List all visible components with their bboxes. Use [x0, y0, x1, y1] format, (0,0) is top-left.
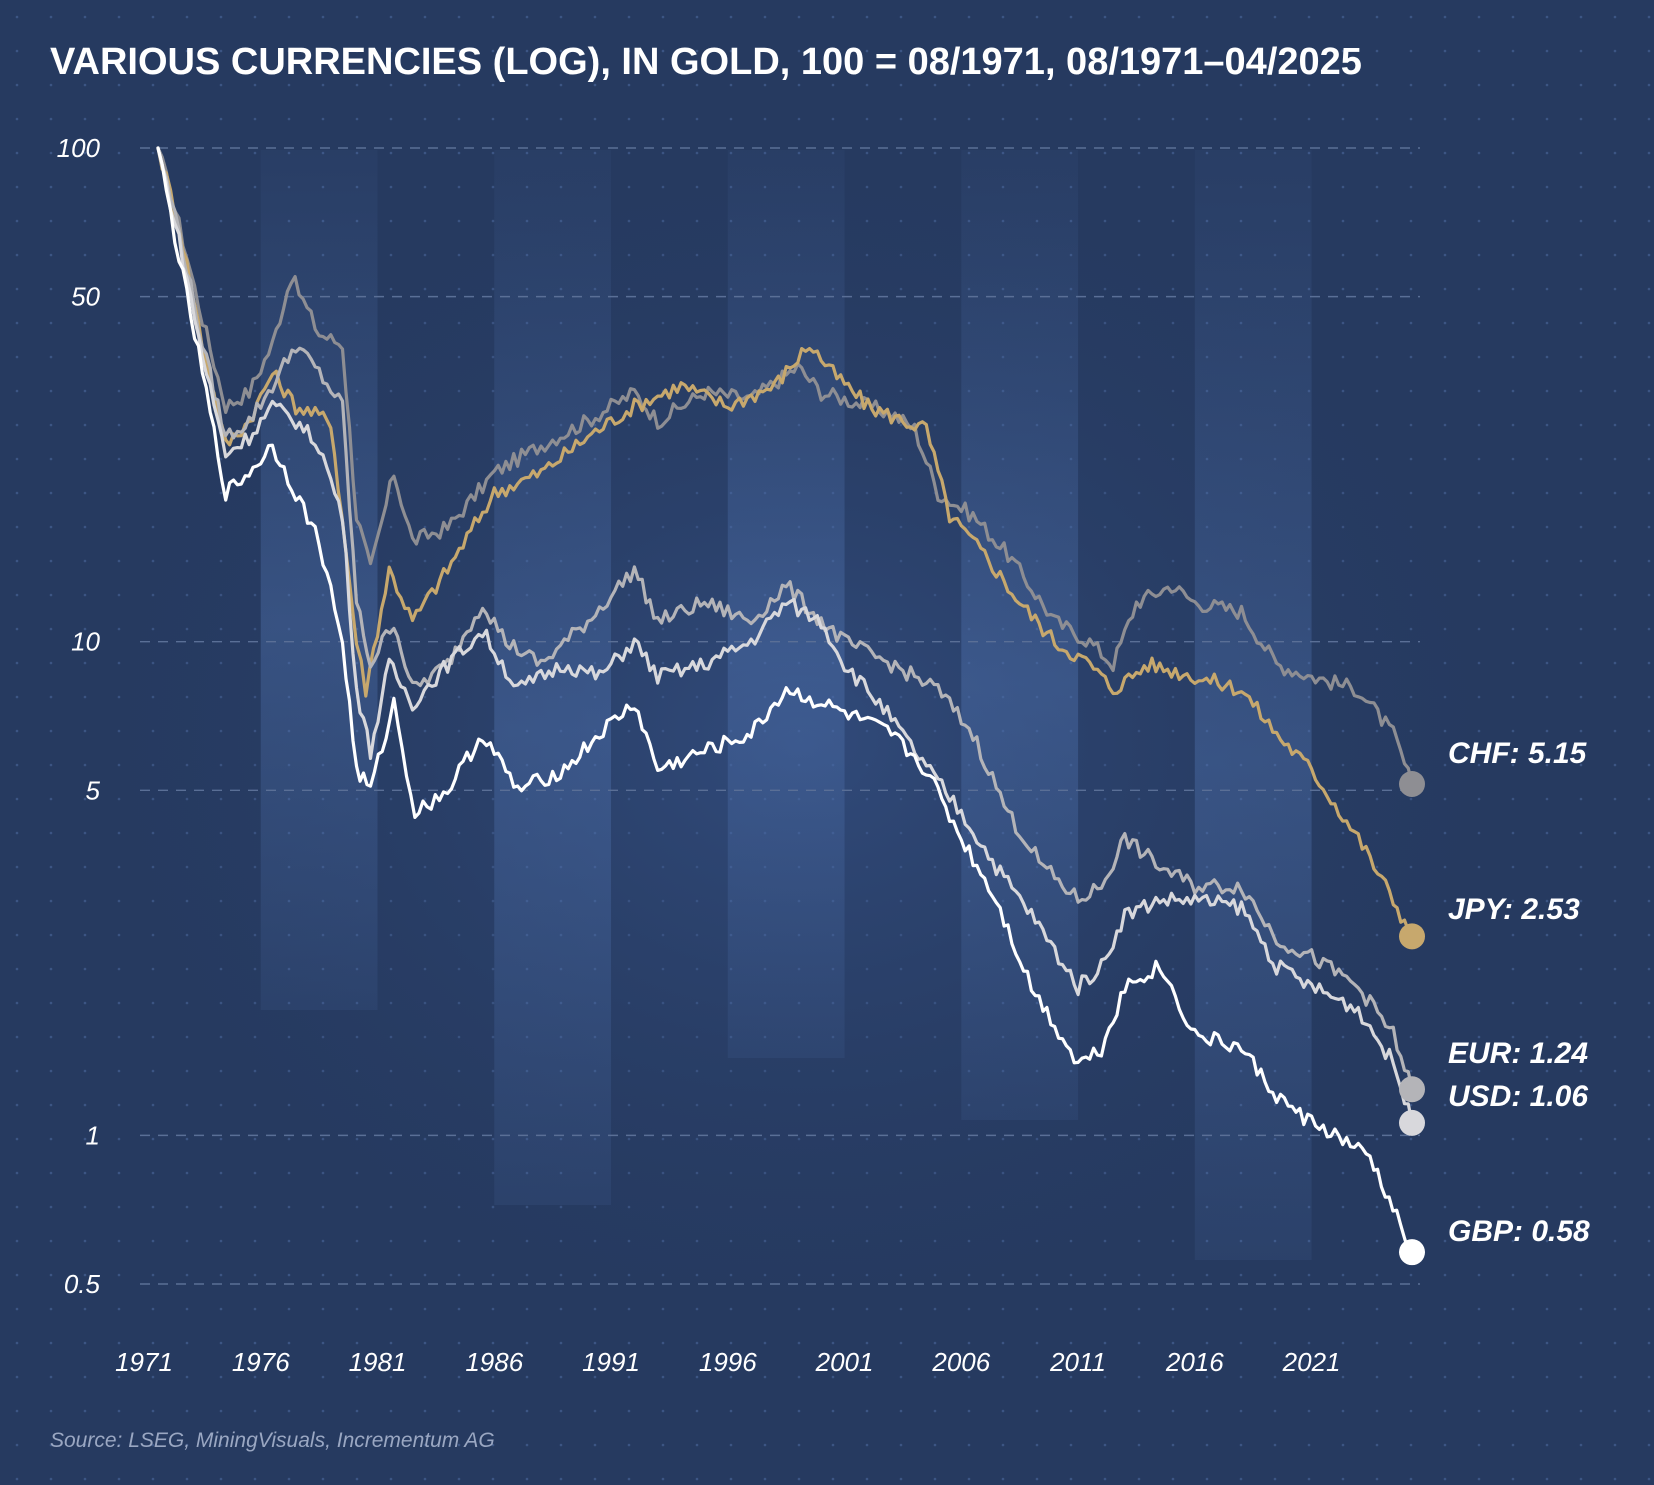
x-tick-label: 2011 [1049, 1347, 1106, 1377]
highlight-band [260, 150, 378, 1010]
y-tick-label: 5 [86, 775, 101, 805]
series-end-marker-chf [1399, 770, 1425, 797]
y-tick-label: 50 [71, 282, 100, 312]
chart-title: VARIOUS CURRENCIES (LOG), IN GOLD, 100 =… [50, 41, 1362, 83]
y-axis-ticks: 100 50 10 5 1 0.5 [57, 133, 101, 1299]
x-tick-label: 2006 [931, 1347, 990, 1377]
series-end-label-gbp: GBP: 0.58 [1448, 1215, 1590, 1248]
series-end-label-chf: CHF: 5.15 [1448, 737, 1588, 770]
x-tick-label: 1996 [699, 1347, 757, 1377]
highlight-bands [260, 150, 1312, 1260]
x-tick-label: 1991 [582, 1347, 640, 1377]
series-line-gbp [156, 146, 1414, 1254]
series-end-markers [1399, 770, 1425, 1266]
x-tick-label: 2016 [1165, 1347, 1224, 1377]
series-line-eur [156, 146, 1414, 1091]
series-end-label-eur: EUR: 1.24 [1448, 1037, 1588, 1070]
y-tick-label: 100 [57, 133, 101, 163]
gridlines [140, 147, 1420, 1285]
x-tick-label: 1971 [115, 1347, 173, 1377]
series-end-marker-usd [1399, 1109, 1425, 1136]
series-end-marker-jpy [1399, 923, 1425, 950]
series-end-label-usd: USD: 1.06 [1448, 1080, 1588, 1113]
y-tick-label: 1 [86, 1120, 100, 1150]
y-tick-label: 0.5 [64, 1269, 101, 1299]
x-tick-label: 1981 [349, 1347, 407, 1377]
series-lines [156, 146, 1414, 1254]
series-end-marker-eur [1399, 1076, 1425, 1103]
y-tick-label: 10 [71, 627, 100, 657]
series-line-jpy [156, 146, 1414, 938]
series-end-marker-gbp [1399, 1239, 1425, 1266]
highlight-band [961, 150, 1079, 1120]
x-tick-label: 1986 [465, 1347, 523, 1377]
series-end-label-jpy: JPY: 2.53 [1448, 893, 1580, 926]
series-end-labels: CHF: 5.15 JPY: 2.53 EUR: 1.24 USD: 1.06 GBP:… [1448, 737, 1590, 1248]
series-line-usd [156, 146, 1414, 1125]
x-axis-ticks: 1971 1976 1981 1986 1991 1996 2001 2006 2011 2016… [115, 1347, 1340, 1377]
x-tick-label: 1976 [232, 1347, 290, 1377]
x-tick-label: 2021 [1282, 1347, 1341, 1377]
chart-source: Source: LSEG, MiningVisuals, Incrementum… [50, 1429, 495, 1452]
x-tick-label: 2001 [815, 1347, 874, 1377]
